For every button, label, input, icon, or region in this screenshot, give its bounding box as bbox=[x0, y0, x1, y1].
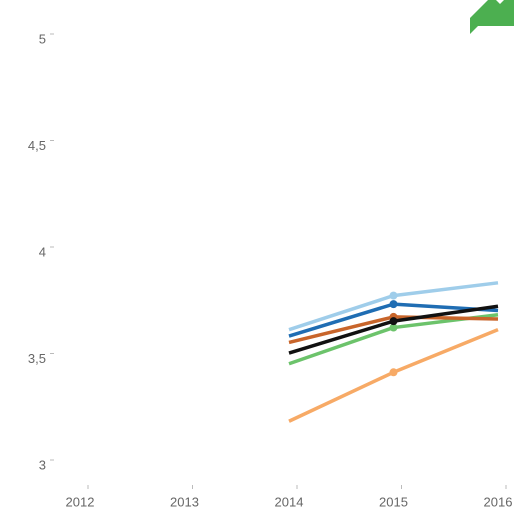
series-marker bbox=[389, 317, 398, 326]
trend-icon bbox=[470, 0, 514, 34]
x-tick-label: 2013 bbox=[170, 494, 199, 509]
series-marker bbox=[389, 323, 398, 332]
x-tick-label: 2014 bbox=[275, 494, 304, 509]
x-tick-label: 2015 bbox=[379, 494, 408, 509]
y-tick-label: 4 bbox=[39, 244, 46, 259]
y-tick-label: 5 bbox=[39, 31, 46, 46]
series-marker bbox=[389, 300, 398, 309]
y-tick-label: 3,5 bbox=[28, 351, 46, 366]
x-tick-label: 2016 bbox=[484, 494, 513, 509]
series-marker bbox=[389, 291, 398, 300]
x-tick-label: 2012 bbox=[66, 494, 95, 509]
y-tick-label: 4,5 bbox=[28, 138, 46, 153]
series-marker bbox=[389, 368, 398, 377]
y-tick-label: 3 bbox=[39, 457, 46, 472]
